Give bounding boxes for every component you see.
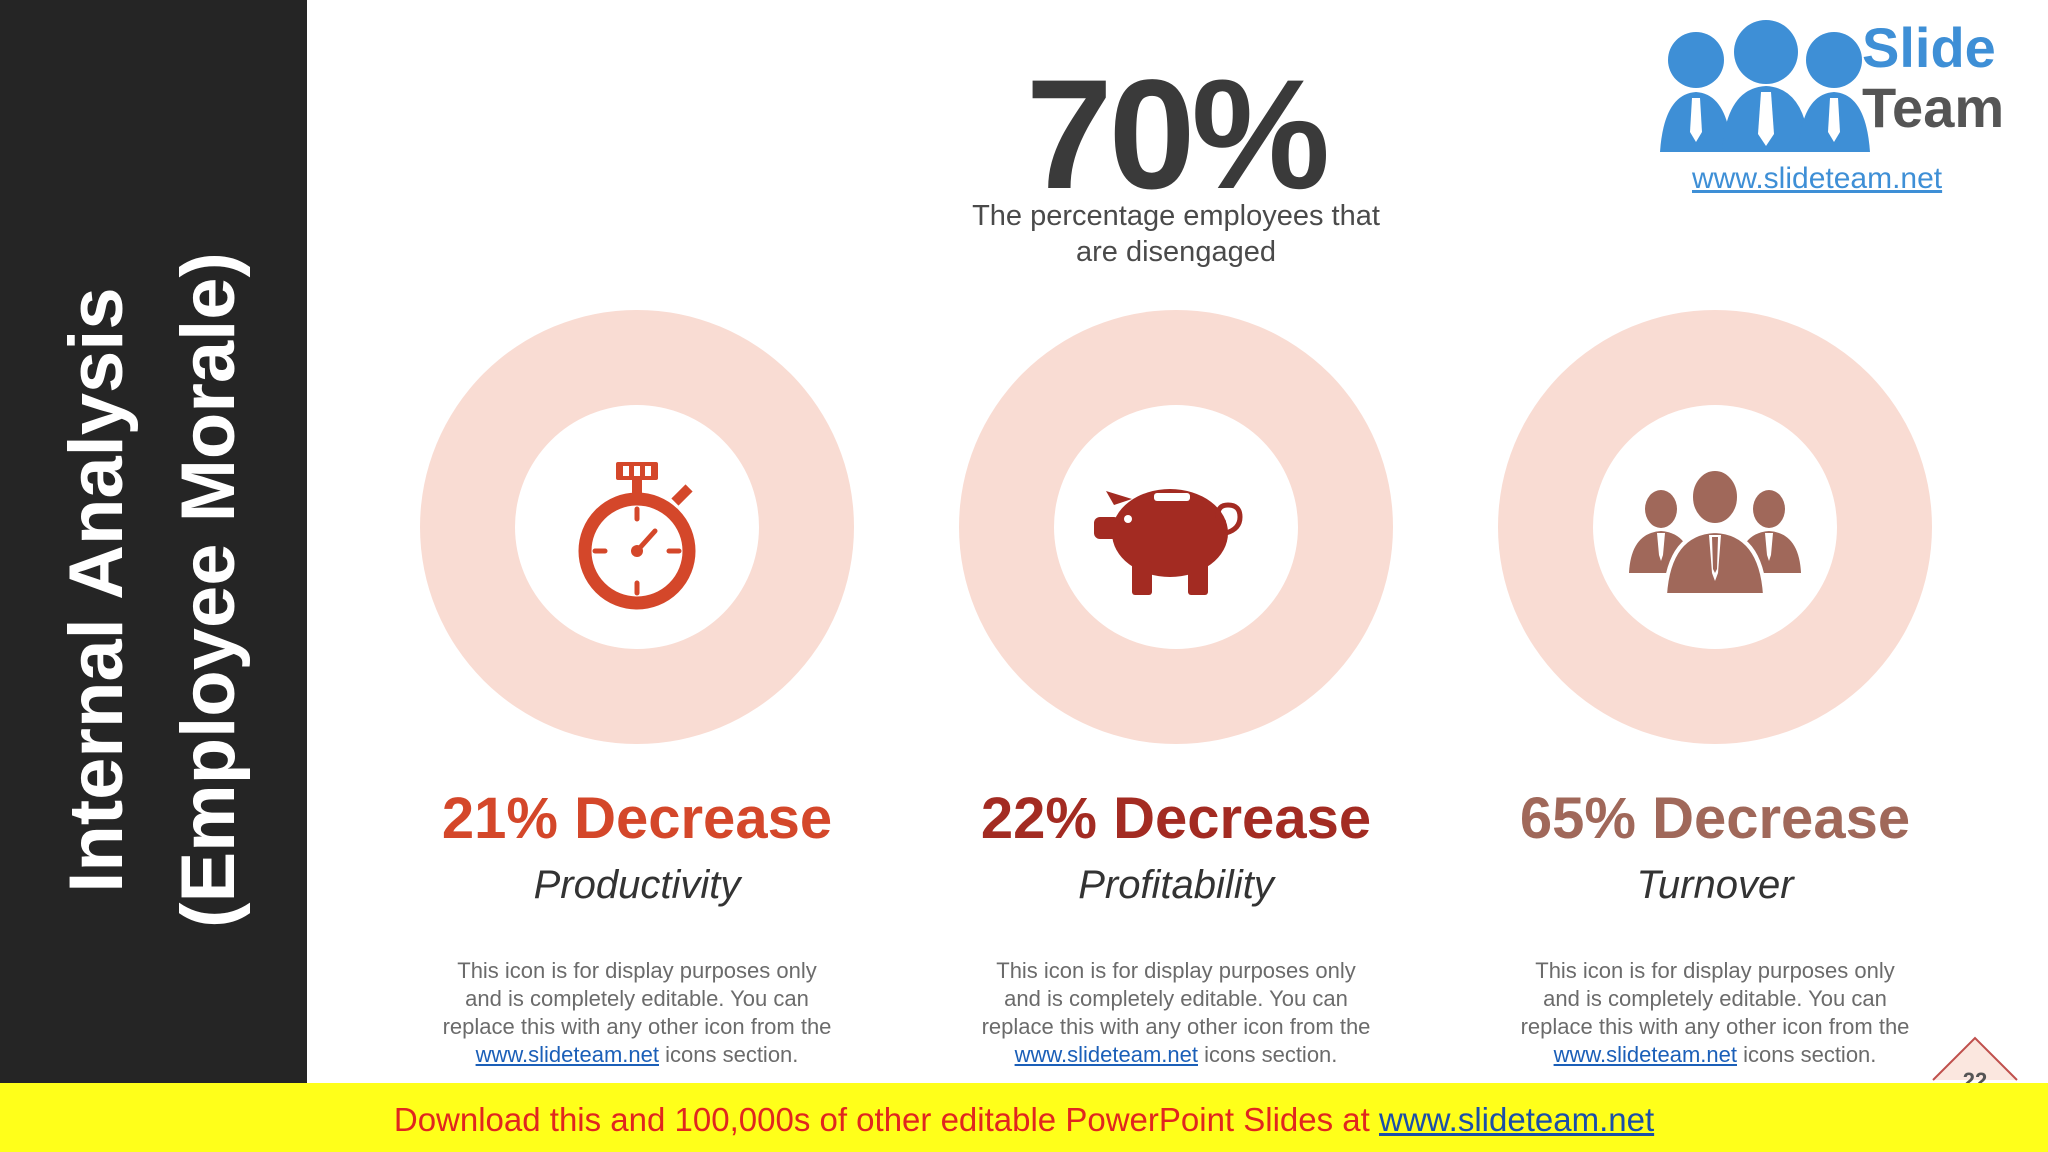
ring-profitability bbox=[959, 310, 1393, 744]
ring-productivity bbox=[420, 310, 854, 744]
ring-turnover bbox=[1498, 310, 1932, 744]
description-line: www.slideteam.net icons section. bbox=[956, 1041, 1396, 1069]
ring-inner bbox=[1054, 405, 1298, 649]
metric-profitability: 22% Decrease Profitability bbox=[916, 784, 1436, 910]
slide-title-line1: Internal Analysis bbox=[54, 287, 139, 893]
slideteam-link[interactable]: www.slideteam.net bbox=[475, 1042, 659, 1067]
description-line: replace this with any other icon from th… bbox=[981, 1014, 1371, 1039]
logo-people-icon bbox=[1660, 20, 1870, 152]
metric-productivity: 21% Decrease Productivity bbox=[377, 784, 897, 910]
description-line: and is completely editable. You can bbox=[465, 986, 809, 1011]
download-footer-banner: Download this and 100,000s of other edit… bbox=[0, 1083, 2048, 1152]
description-tail: icons section. bbox=[659, 1042, 799, 1067]
description-tail: icons section. bbox=[1198, 1042, 1338, 1067]
description-line: This icon is for display purposes only bbox=[996, 958, 1356, 983]
description-line: and is completely editable. You can bbox=[1004, 986, 1348, 1011]
metric-value: 22% Decrease bbox=[980, 786, 1372, 851]
headline-caption: The percentage employees that are diseng… bbox=[936, 198, 1416, 270]
metric-value: 21% Decrease bbox=[441, 786, 833, 851]
description-line: replace this with any other icon from th… bbox=[1520, 1014, 1910, 1039]
description-tail: icons section. bbox=[1737, 1042, 1877, 1067]
metric-value: 65% Decrease bbox=[1519, 786, 1911, 851]
logo-brand-line2: Team bbox=[1862, 76, 2005, 139]
team-people-icon bbox=[1629, 467, 1801, 597]
description-line: www.slideteam.net icons section. bbox=[1495, 1041, 1935, 1069]
headline-caption-line1: The percentage employees that bbox=[972, 200, 1380, 232]
logo-brand-line1: Slide bbox=[1862, 16, 1996, 79]
slideteam-logo[interactable]: Slide Team www.slideteam.net bbox=[1640, 0, 2038, 198]
ring-inner bbox=[515, 405, 759, 649]
ring-inner bbox=[1593, 405, 1837, 649]
slide-title-line2: (Employee Morale) bbox=[166, 252, 251, 928]
metric-label: Profitability bbox=[1078, 863, 1274, 907]
description-line: replace this with any other icon from th… bbox=[442, 1014, 832, 1039]
slideteam-link[interactable]: www.slideteam.net bbox=[1014, 1042, 1198, 1067]
footer-link[interactable]: www.slideteam.net bbox=[1379, 1101, 1655, 1138]
metric-turnover: 65% Decrease Turnover bbox=[1455, 784, 1975, 910]
description-line: and is completely editable. You can bbox=[1543, 986, 1887, 1011]
description-line: www.slideteam.net icons section. bbox=[417, 1041, 857, 1069]
headline-caption-line2: are disengaged bbox=[1076, 236, 1276, 268]
footer-text: Download this and 100,000s of other edit… bbox=[0, 1100, 2048, 1140]
metric-label: Turnover bbox=[1636, 863, 1794, 907]
description-line: This icon is for display purposes only bbox=[1535, 958, 1895, 983]
description-line: This icon is for display purposes only bbox=[457, 958, 817, 983]
logo-brand: Slide Team bbox=[1862, 18, 2004, 138]
metric-label: Productivity bbox=[533, 863, 741, 907]
logo-url-link[interactable]: www.slideteam.net bbox=[1692, 162, 1943, 195]
headline-value: 70% bbox=[1025, 48, 1330, 222]
footer-message: Download this and 100,000s of other edit… bbox=[393, 1101, 1379, 1138]
metric-description: This icon is for display purposes only a… bbox=[956, 957, 1396, 1069]
metric-description: This icon is for display purposes only a… bbox=[1495, 957, 1935, 1069]
slide-title: Internal Analysis (Employee Morale) bbox=[41, 252, 265, 928]
piggy-bank-icon bbox=[1094, 489, 1243, 595]
stopwatch-icon bbox=[578, 462, 696, 610]
title-sidebar: Internal Analysis (Employee Morale) bbox=[0, 0, 307, 1083]
slideteam-link[interactable]: www.slideteam.net bbox=[1553, 1042, 1737, 1067]
metric-description: This icon is for display purposes only a… bbox=[417, 957, 857, 1069]
